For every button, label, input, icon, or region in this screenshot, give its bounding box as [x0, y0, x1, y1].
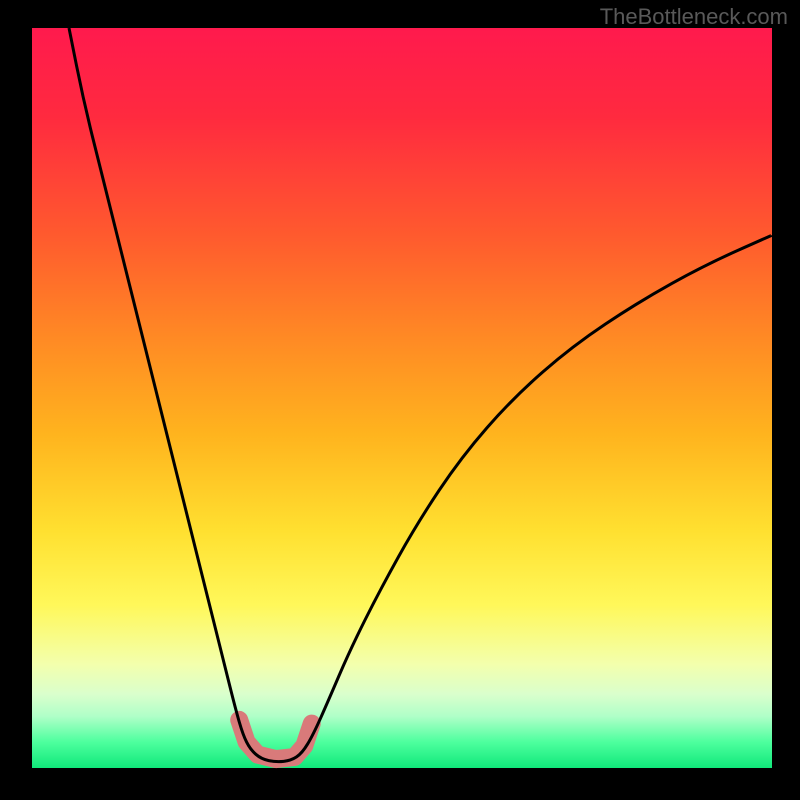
watermark: TheBottleneck.com	[600, 4, 788, 30]
chart-svg	[0, 0, 800, 800]
plot-area	[32, 28, 772, 768]
bottleneck-chart	[0, 0, 800, 800]
